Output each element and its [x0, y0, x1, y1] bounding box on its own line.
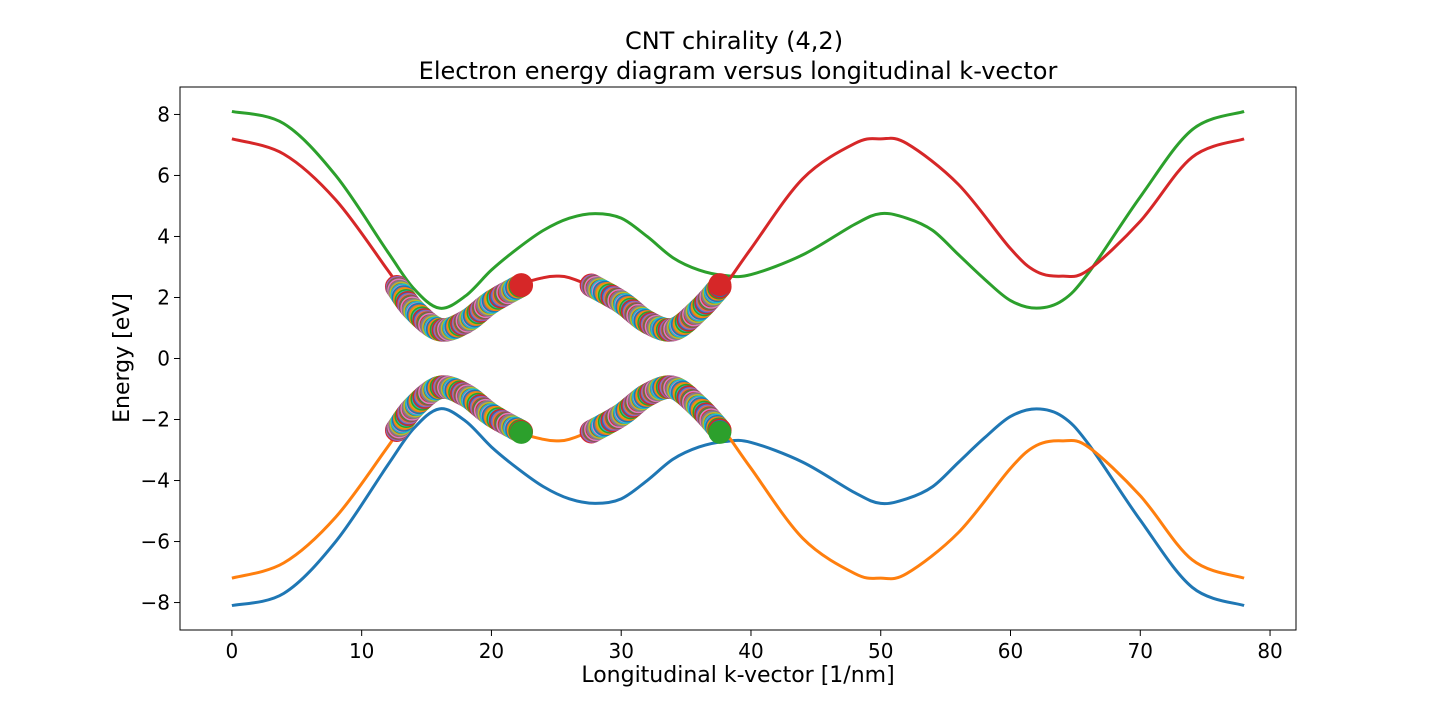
x-tick-label: 50 [868, 639, 893, 663]
y-tick-label: 2 [157, 285, 170, 309]
y-axis-label: Energy [eV] [110, 293, 135, 423]
band-line-1 [231, 385, 1245, 581]
plot-area [231, 109, 1245, 608]
band-line-0 [231, 407, 1245, 608]
y-tick-label: −8 [141, 591, 170, 615]
x-tick-label: 10 [349, 639, 374, 663]
y-tick-label: 6 [157, 163, 170, 187]
chart-title-line1: CNT chirality (4,2) [625, 27, 843, 55]
y-tick-label: 8 [157, 102, 170, 126]
highlight-point-2 [509, 420, 533, 444]
chart-title-line2: Electron energy diagram versus longitudi… [419, 57, 1058, 85]
highlight-point-3 [708, 420, 732, 444]
x-tick-label: 70 [1128, 639, 1153, 663]
y-tick-label: 4 [157, 224, 170, 248]
y-tick-label: −4 [141, 469, 170, 493]
x-tick-label: 60 [998, 639, 1023, 663]
x-tick-label: 0 [226, 639, 239, 663]
x-tick-label: 40 [738, 639, 763, 663]
band-line-2 [231, 109, 1245, 310]
y-tick-label: −2 [141, 408, 170, 432]
x-axis-label: Longitudinal k-vector [1/nm] [581, 663, 894, 688]
band-line-3 [231, 136, 1245, 332]
plot-frame [179, 86, 1297, 631]
x-tick-label: 80 [1257, 639, 1282, 663]
x-axis-ticks: 0 10 20 30 40 50 60 70 80 [226, 630, 1283, 663]
highlight-point-1 [708, 273, 732, 297]
y-axis-ticks: −8 −6 −4 −2 0 2 4 6 8 [141, 102, 180, 615]
y-tick-label: −6 [141, 530, 170, 554]
x-tick-label: 30 [608, 639, 633, 663]
x-tick-label: 20 [479, 639, 504, 663]
highlight-point-0 [509, 273, 533, 297]
y-tick-label: 0 [157, 347, 170, 371]
